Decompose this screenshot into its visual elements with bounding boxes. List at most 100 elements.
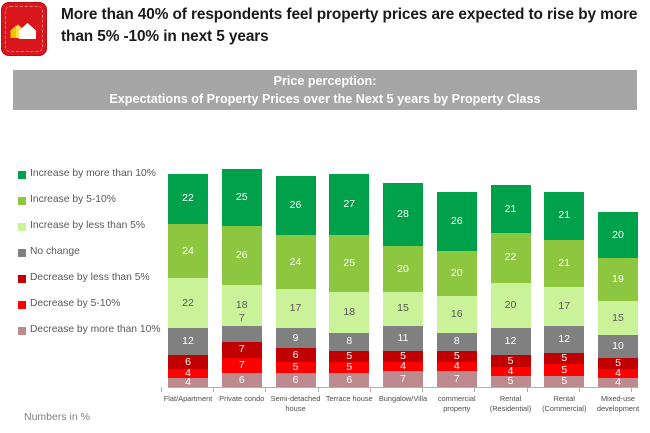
bar-segment[interactable]: 21 <box>544 239 585 288</box>
bar-segment[interactable]: 4 <box>598 367 638 380</box>
bar-segment[interactable]: 21 <box>490 185 531 233</box>
bar-segment[interactable]: 5 <box>544 352 585 365</box>
bar-segment[interactable]: 7 <box>221 357 262 374</box>
bar-segment[interactable]: 18 <box>329 291 370 333</box>
bar-segment[interactable]: 8 <box>329 332 370 351</box>
chart-legend: Increase by more than 10% Increase by 5-1… <box>18 168 170 350</box>
bar-column[interactable]: 21 22 20 12 5 4 5 <box>490 185 531 387</box>
bar-segment[interactable]: 6 <box>275 348 316 363</box>
bar-column[interactable]: 26 20 16 8 5 4 7 <box>436 191 477 387</box>
bar-segment-value: 4 <box>507 364 514 377</box>
bar-segment[interactable]: 20 <box>598 212 638 258</box>
bar-segment[interactable]: 4 <box>383 361 423 371</box>
bar-segment[interactable]: 11 <box>383 325 423 351</box>
bar-segment[interactable]: 5 <box>329 362 370 374</box>
bar-segment[interactable]: 20 <box>490 282 531 328</box>
bar-segment[interactable]: 5 <box>436 350 477 363</box>
bar-column[interactable]: 28 20 15 11 5 4 7 <box>383 182 423 387</box>
bar-segment[interactable]: 22 <box>168 278 208 328</box>
bar-segment[interactable]: 8 <box>436 332 477 351</box>
bar-segment-value: 10 <box>612 339 624 352</box>
legend-swatch-icon <box>18 197 26 205</box>
bar-segment[interactable]: 18 <box>221 284 262 326</box>
bar-segment[interactable]: 20 <box>383 246 423 292</box>
bar-segment-value: 9 <box>292 331 299 344</box>
bar-segment[interactable]: 6 <box>221 373 262 387</box>
bar-segment[interactable]: 22 <box>490 232 531 283</box>
bar-segment[interactable]: 4 <box>168 368 208 378</box>
bar-segment-value: 8 <box>346 335 353 348</box>
bar-segment[interactable]: 12 <box>544 325 585 353</box>
bar-segment[interactable]: 17 <box>544 287 585 326</box>
bar-segment[interactable]: 20 <box>436 250 477 297</box>
bar-column[interactable]: 21 21 17 12 5 5 5 <box>544 191 585 387</box>
bar-segment[interactable]: 26 <box>436 191 477 251</box>
bar-column[interactable]: 25 26 18 7 7 7 6 <box>221 169 262 387</box>
legend-item[interactable]: No change <box>18 246 170 259</box>
bar-segment[interactable]: 7 <box>436 371 477 387</box>
bar-segment[interactable]: 27 <box>329 173 370 235</box>
bar-column[interactable]: 27 25 18 8 5 5 6 <box>329 173 370 387</box>
bar-segment[interactable]: 28 <box>383 182 423 247</box>
bar-segment-value: 4 <box>615 367 621 380</box>
bar-segment[interactable]: 4 <box>168 377 208 387</box>
bar-segment[interactable]: 4 <box>598 377 638 387</box>
bar-segment[interactable]: 5 <box>490 355 531 367</box>
legend-swatch-icon <box>18 275 26 283</box>
bar-segment[interactable]: 7 <box>221 313 262 342</box>
bar-segment[interactable]: 19 <box>598 257 638 301</box>
bar-column[interactable]: 22 24 22 12 6 4 4 <box>168 173 208 387</box>
bar-segment[interactable]: 5 <box>544 363 585 376</box>
bar-segment[interactable]: 25 <box>221 169 262 226</box>
bar-segment-value: 16 <box>450 308 463 321</box>
bar-segment-value: 5 <box>400 350 406 363</box>
bar-segment[interactable]: 24 <box>168 223 208 279</box>
bar-segment[interactable]: 5 <box>329 350 370 363</box>
bar-segment[interactable]: 17 <box>275 289 316 329</box>
legend-item[interactable]: Increase by 5-10% <box>18 194 170 207</box>
bar-segment[interactable]: 9 <box>275 328 316 349</box>
bar-segment[interactable]: 6 <box>329 373 370 387</box>
bar-segment-value: 5 <box>292 361 299 374</box>
x-axis-tick <box>161 387 208 392</box>
bar-segment[interactable]: 4 <box>436 361 477 371</box>
bar-segment-value: 11 <box>397 331 409 344</box>
legend-item[interactable]: Increase by more than 10% <box>18 168 170 181</box>
bar-segment[interactable]: 12 <box>490 328 531 356</box>
x-axis-category-label: Rental (Residential) <box>489 394 532 413</box>
bar-segment[interactable]: 5 <box>275 361 316 374</box>
bar-segment[interactable]: 7 <box>383 371 423 387</box>
bar-segment-value: 6 <box>346 373 353 386</box>
bar-segment[interactable]: 10 <box>598 334 638 358</box>
x-axis-category-label: Rental (Commercial) <box>542 394 587 413</box>
legend-item[interactable]: Increase by less than 5% <box>18 220 170 233</box>
bar-column[interactable]: 26 24 17 9 6 5 6 <box>275 175 316 387</box>
bar-segment[interactable]: 24 <box>275 234 316 290</box>
bar-segment-value: 8 <box>453 335 460 348</box>
bar-segment[interactable]: 16 <box>436 296 477 333</box>
bar-segment[interactable]: 15 <box>383 291 423 326</box>
x-axis-tick <box>213 387 260 392</box>
bar-segment[interactable]: 15 <box>598 300 638 335</box>
legend-item[interactable]: Decrease by 5-10% <box>18 298 170 311</box>
bar-segment[interactable]: 5 <box>544 375 585 387</box>
bar-segment[interactable]: 5 <box>598 357 638 369</box>
legend-item[interactable]: Decrease by more than 10% <box>18 324 170 337</box>
bar-segment[interactable]: 22 <box>168 173 208 224</box>
bar-segment[interactable]: 12 <box>168 328 208 356</box>
bar-segment-value: 19 <box>612 272 624 285</box>
bar-segment[interactable]: 5 <box>383 350 423 363</box>
bar-segment[interactable]: 5 <box>490 375 531 387</box>
bar-segment[interactable]: 25 <box>329 234 370 292</box>
bar-segment[interactable]: 26 <box>275 175 316 235</box>
bar-segment[interactable]: 26 <box>221 225 262 285</box>
bar-segment-value: 5 <box>561 363 568 376</box>
bar-segment[interactable]: 21 <box>544 191 585 240</box>
bar-segment[interactable]: 6 <box>168 355 208 369</box>
bar-segment[interactable]: 6 <box>275 373 316 387</box>
bar-segment[interactable]: 4 <box>490 364 531 377</box>
bar-column[interactable]: 20 19 15 10 5 4 4 <box>598 212 638 387</box>
bar-segment[interactable]: 7 <box>221 341 262 358</box>
legend-item[interactable]: Decrease by less than 5% <box>18 272 170 285</box>
x-axis-tick <box>422 387 469 392</box>
